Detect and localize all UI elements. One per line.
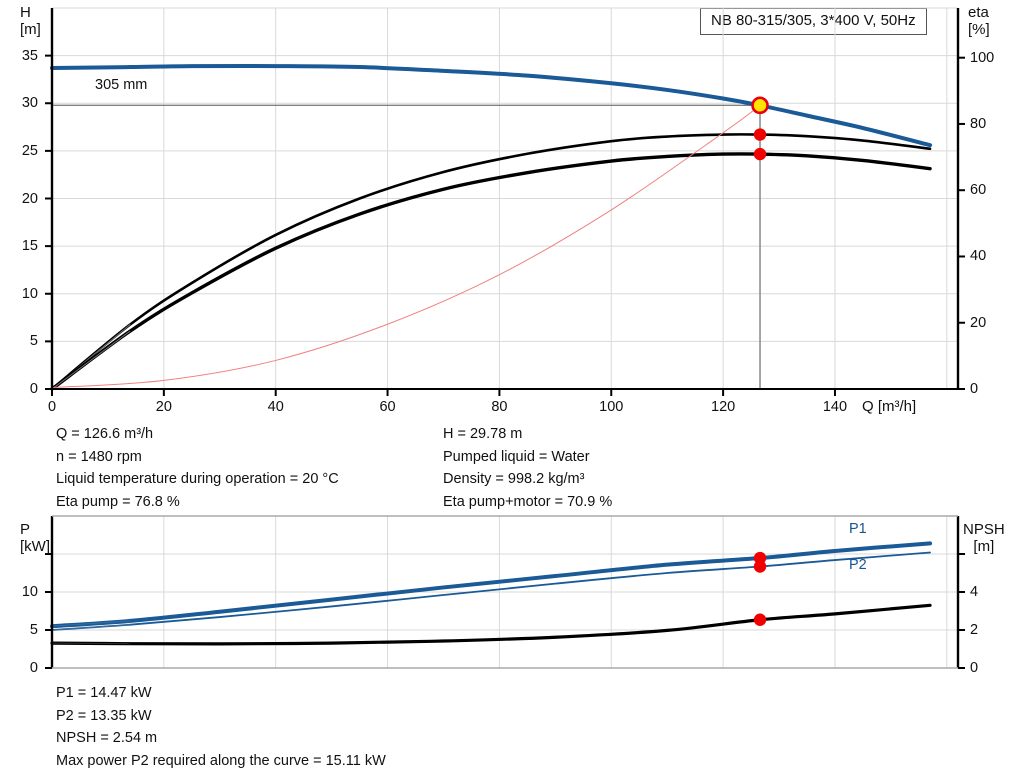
power-info-max-p2: Max power P2 required along the curve = … <box>56 752 386 769</box>
top-x-tick-40: 40 <box>267 399 284 415</box>
top-x-tick-80: 80 <box>491 399 508 415</box>
top-x-tick-60: 60 <box>379 399 396 415</box>
power-npsh-chart <box>45 515 965 669</box>
top-left-axis-label-line2: [m] <box>20 21 41 38</box>
top-left-tick-10: 10 <box>21 285 38 302</box>
bottom-right-tick-4: 4 <box>970 584 979 600</box>
top-x-tick-100: 100 <box>599 399 624 415</box>
duty-info-flow: Q = 126.6 m³/h <box>56 426 154 442</box>
bottom-left-tick-5: 5 <box>29 622 38 638</box>
bottom-right-axis-label-line2: [m] <box>973 538 995 555</box>
top-left-axis-label: H [m] <box>20 4 41 38</box>
duty-info-eta-pump-motor: Eta pump+motor = 70.9 % <box>443 493 613 510</box>
top-right-tick-0: 0 <box>970 381 979 397</box>
bottom-right-axis-label: NPSH [m] <box>963 521 1005 555</box>
duty-info-speed: n = 1480 rpm <box>56 448 142 465</box>
duty-info-right-column: H = 29.78 m Pumped liquid = Water Densit… <box>443 423 612 513</box>
top-right-tick-40: 40 <box>970 248 987 265</box>
duty-info-temperature: Liquid temperature during operation = 20… <box>56 471 339 487</box>
bottom-right-tick-0: 0 <box>970 660 979 676</box>
duty-info-liquid: Pumped liquid = Water <box>443 448 590 465</box>
top-right-tick-20: 20 <box>970 314 987 331</box>
top-left-tick-5: 5 <box>29 333 38 350</box>
top-right-axis-label: eta [%] <box>968 4 990 38</box>
top-left-tick-15: 15 <box>21 238 38 255</box>
top-right-tick-100: 100 <box>970 49 995 66</box>
bottom-left-tick-10: 10 <box>21 584 38 600</box>
top-x-tick-140: 140 <box>822 399 848 415</box>
power-info-p2: P2 = 13.35 kW <box>56 707 152 724</box>
top-x-tick-0: 0 <box>47 399 57 415</box>
power-info-block: P1 = 14.47 kW P2 = 13.35 kW NPSH = 2.54 … <box>56 682 386 772</box>
top-left-axis-label-line1: H <box>20 4 31 21</box>
head-efficiency-chart <box>45 7 965 396</box>
top-left-tick-35: 35 <box>21 47 38 64</box>
top-right-tick-80: 80 <box>970 115 987 132</box>
bottom-right-axis-label-line1: NPSH <box>963 521 1005 538</box>
top-right-axis-label-line2: [%] <box>968 21 990 38</box>
bottom-left-axis-label-line1: P <box>20 521 31 538</box>
bottom-left-tick-0: 0 <box>29 660 38 676</box>
top-left-tick-20: 20 <box>21 190 38 207</box>
top-left-tick-0: 0 <box>29 381 38 397</box>
top-x-tick-20: 20 <box>155 399 172 415</box>
power-info-p1: P1 = 14.47 kW <box>56 685 152 701</box>
top-left-tick-25: 25 <box>21 142 38 159</box>
top-x-axis-label: Q [m³/h] <box>862 398 917 415</box>
bottom-left-axis-label-line2: [kW] <box>20 538 50 555</box>
duty-info-eta-pump: Eta pump = 76.8 % <box>56 493 180 510</box>
top-right-axis-label-line1: eta <box>968 4 989 21</box>
p1-curve-label: P1 <box>849 521 867 537</box>
bottom-right-tick-2: 2 <box>970 622 979 638</box>
power-info-npsh: NPSH = 2.54 m <box>56 730 158 746</box>
bottom-left-axis-label: P [kW] <box>20 521 50 555</box>
top-right-tick-60: 60 <box>970 182 987 199</box>
impeller-diameter-label: 305 mm <box>95 77 148 93</box>
pump-model-title: NB 80-315/305, 3*400 V, 50Hz <box>700 8 927 35</box>
duty-info-left-column: Q = 126.6 m³/h n = 1480 rpm Liquid tempe… <box>56 423 339 513</box>
top-left-tick-30: 30 <box>21 95 38 112</box>
duty-info-density: Density = 998.2 kg/m³ <box>443 471 585 487</box>
p2-curve-label: P2 <box>849 557 867 573</box>
top-x-tick-120: 120 <box>711 399 736 415</box>
duty-info-head: H = 29.78 m <box>443 426 523 442</box>
